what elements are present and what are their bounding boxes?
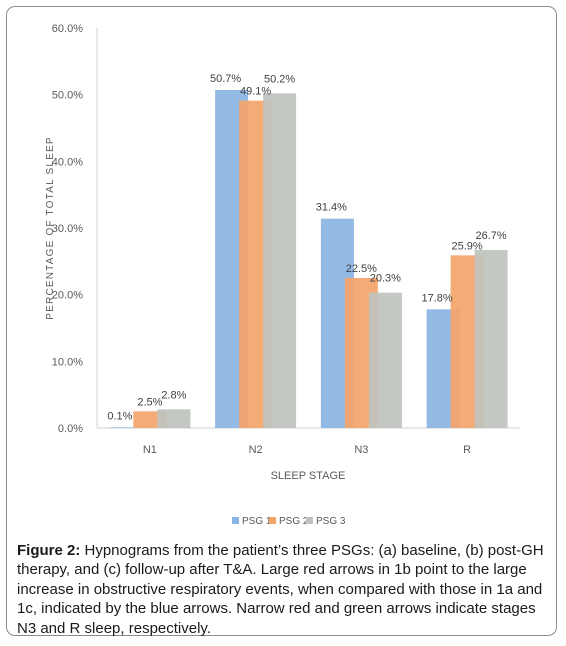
data-label: 0.1% [107, 410, 132, 422]
caption-label: Figure 2: [17, 542, 81, 559]
y-axis-title: PERCENTAGE OF TOTAL SLEEP [45, 136, 56, 319]
data-label: 22.5% [346, 263, 377, 275]
category-label: N2 [249, 444, 263, 456]
data-label: 50.7% [210, 73, 241, 85]
bar [474, 250, 508, 428]
bar [368, 292, 402, 428]
y-tick-label: 30.0% [52, 223, 83, 235]
y-tick-label: 0.0% [58, 423, 83, 435]
legend-label: PSG 3 [316, 516, 346, 527]
data-label: 31.4% [316, 202, 347, 214]
data-label: 26.7% [476, 230, 507, 242]
category-label: R [463, 444, 471, 456]
bar-chart: 0.0% 10.0% 20.0% 30.0% 40.0% 50.0% 60.0% 0.1% 2… [45, 23, 520, 527]
y-tick-label: 10.0% [52, 356, 83, 368]
y-tick-labels: 0.0% 10.0% 20.0% 30.0% 40.0% 50.0% 60.0% [52, 23, 83, 435]
bar [263, 93, 297, 428]
bars [109, 90, 508, 429]
figure-caption: Figure 2: Hypnograms from the patient’s … [17, 541, 551, 638]
y-tick-label: 60.0% [52, 23, 83, 35]
data-label: 20.3% [370, 273, 401, 285]
legend-swatch [269, 517, 276, 524]
data-label: 17.8% [422, 292, 453, 304]
caption-text: Hypnograms from the patient’s three PSGs… [17, 542, 544, 637]
legend-swatch [306, 517, 313, 524]
bar [157, 409, 191, 428]
data-label: 50.2% [264, 73, 295, 85]
y-tick-label: 20.0% [52, 290, 83, 302]
legend-label: PSG 1 [242, 516, 272, 527]
legend: PSG 1 PSG 2 PSG 3 [232, 516, 346, 527]
category-label: N3 [354, 444, 368, 456]
data-labels: 0.1% 2.5%2.8% 50.7%49.1%50.2% 31.4% 22.5%20.… [107, 73, 507, 422]
data-label: 2.8% [161, 389, 186, 401]
legend-label: PSG 2 [279, 516, 309, 527]
bar [109, 427, 143, 428]
data-label: 49.1% [240, 86, 271, 98]
x-axis-title: SLEEP STAGE [271, 470, 346, 482]
category-labels: N1 N2 N3 R [143, 444, 471, 456]
data-label: 2.5% [137, 396, 162, 408]
y-tick-label: 50.0% [52, 90, 83, 102]
data-label: 25.9% [452, 240, 483, 252]
y-tick-label: 40.0% [52, 156, 83, 168]
legend-swatch [232, 517, 239, 524]
category-label: N1 [143, 444, 157, 456]
